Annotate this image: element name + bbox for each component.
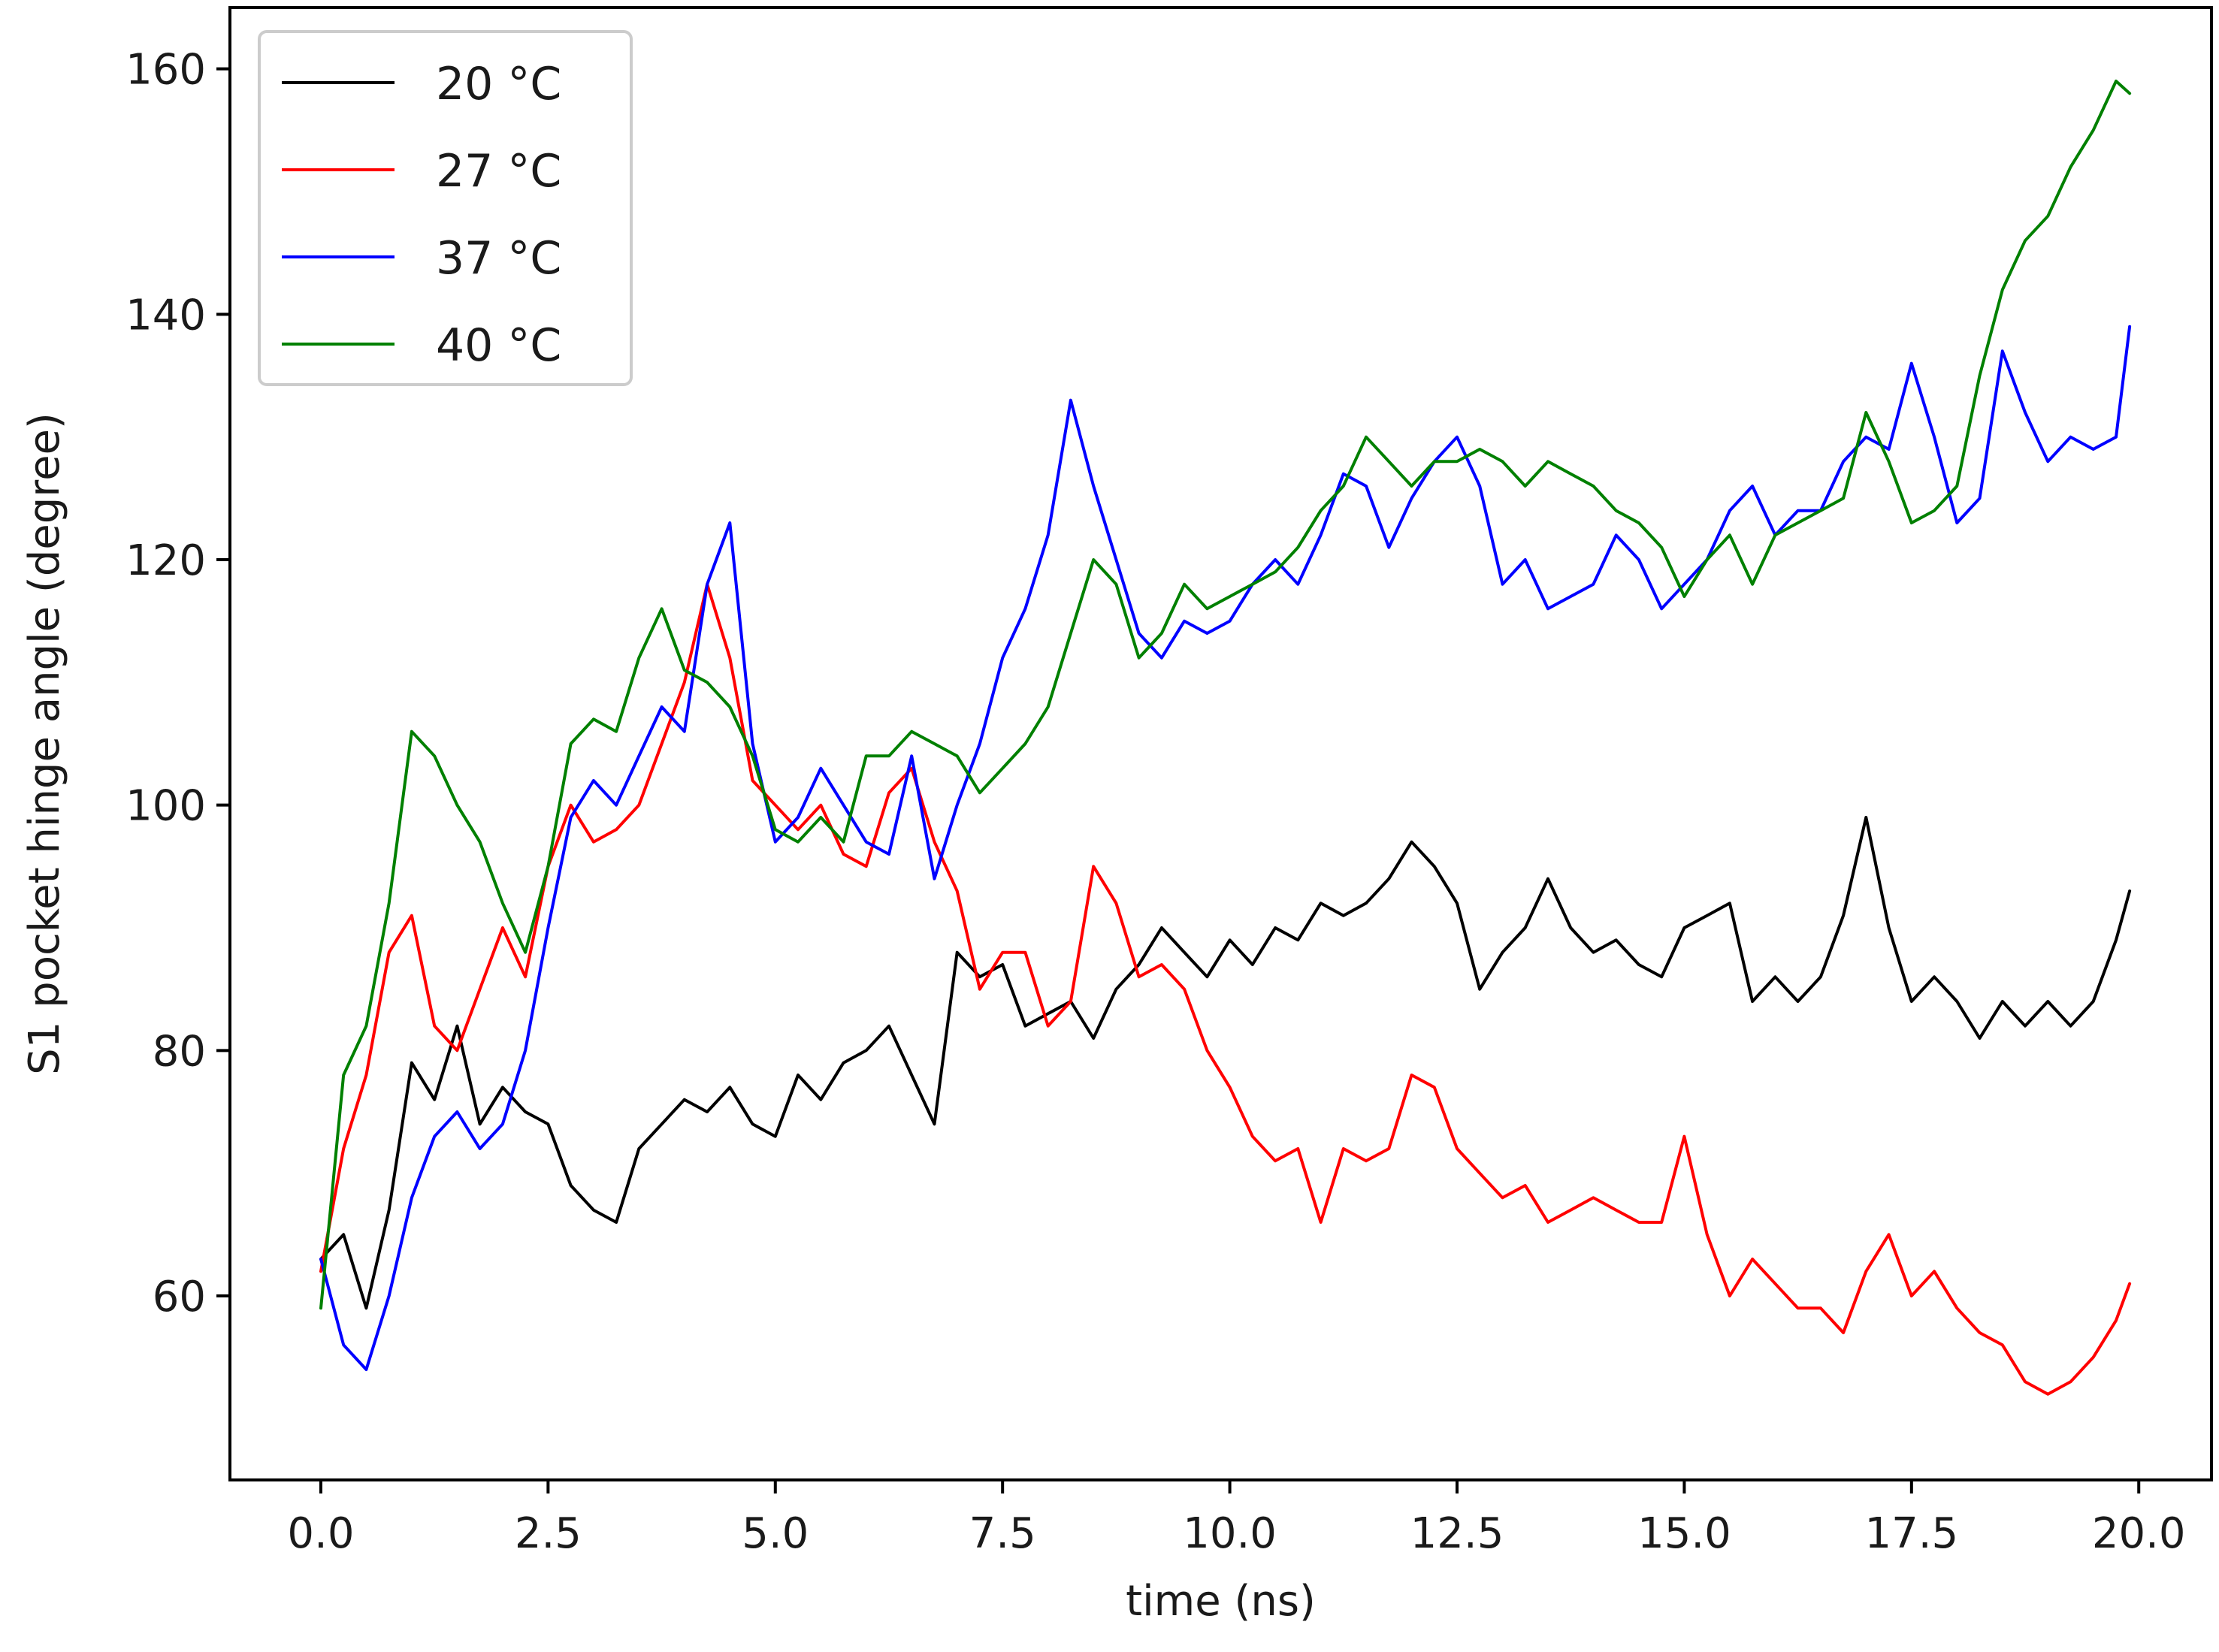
series-line-3 xyxy=(319,325,2132,1371)
y-tick-label: 80 xyxy=(153,1027,206,1076)
series-layer xyxy=(319,80,2132,1396)
x-tick-label: 0.0 xyxy=(287,1509,354,1558)
legend: 20 °C 27 °C 37 °C 40 °C xyxy=(258,30,633,386)
series-line-4 xyxy=(319,80,2132,1310)
legend-label: 27 °C xyxy=(436,145,561,198)
series-line-2 xyxy=(319,582,2132,1396)
x-tick-label: 17.5 xyxy=(1864,1509,1958,1558)
legend-label: 40 °C xyxy=(436,319,561,372)
y-tick-label: 160 xyxy=(125,46,206,95)
x-tick-label: 5.0 xyxy=(742,1509,809,1558)
x-tick-label: 2.5 xyxy=(515,1509,582,1558)
x-axis-ticks: 0.0 2.5 5.0 7.5 10.0 12.5 15.0 17.5 20.0 xyxy=(287,1480,2186,1558)
legend-box xyxy=(258,30,633,386)
x-tick-label: 7.5 xyxy=(969,1509,1036,1558)
y-tick-label: 140 xyxy=(125,291,206,340)
x-axis-label: time (ns) xyxy=(1126,1577,1316,1626)
y-tick-label: 60 xyxy=(153,1273,206,1321)
legend-label: 37 °C xyxy=(436,232,561,285)
y-axis-ticks: 60 80 100 120 140 160 xyxy=(125,46,230,1321)
x-tick-label: 20.0 xyxy=(2092,1509,2186,1558)
x-tick-label: 10.0 xyxy=(1183,1509,1277,1558)
x-tick-label: 12.5 xyxy=(1410,1509,1504,1558)
y-tick-label: 100 xyxy=(125,782,206,831)
y-axis-label: S1 pocket hinge angle (degree) xyxy=(20,412,69,1075)
y-tick-label: 120 xyxy=(125,536,206,585)
series-line-1 xyxy=(319,816,2132,1310)
x-tick-label: 15.0 xyxy=(1637,1509,1731,1558)
axes-frame xyxy=(228,6,2213,1481)
legend-label: 20 °C xyxy=(436,58,561,110)
